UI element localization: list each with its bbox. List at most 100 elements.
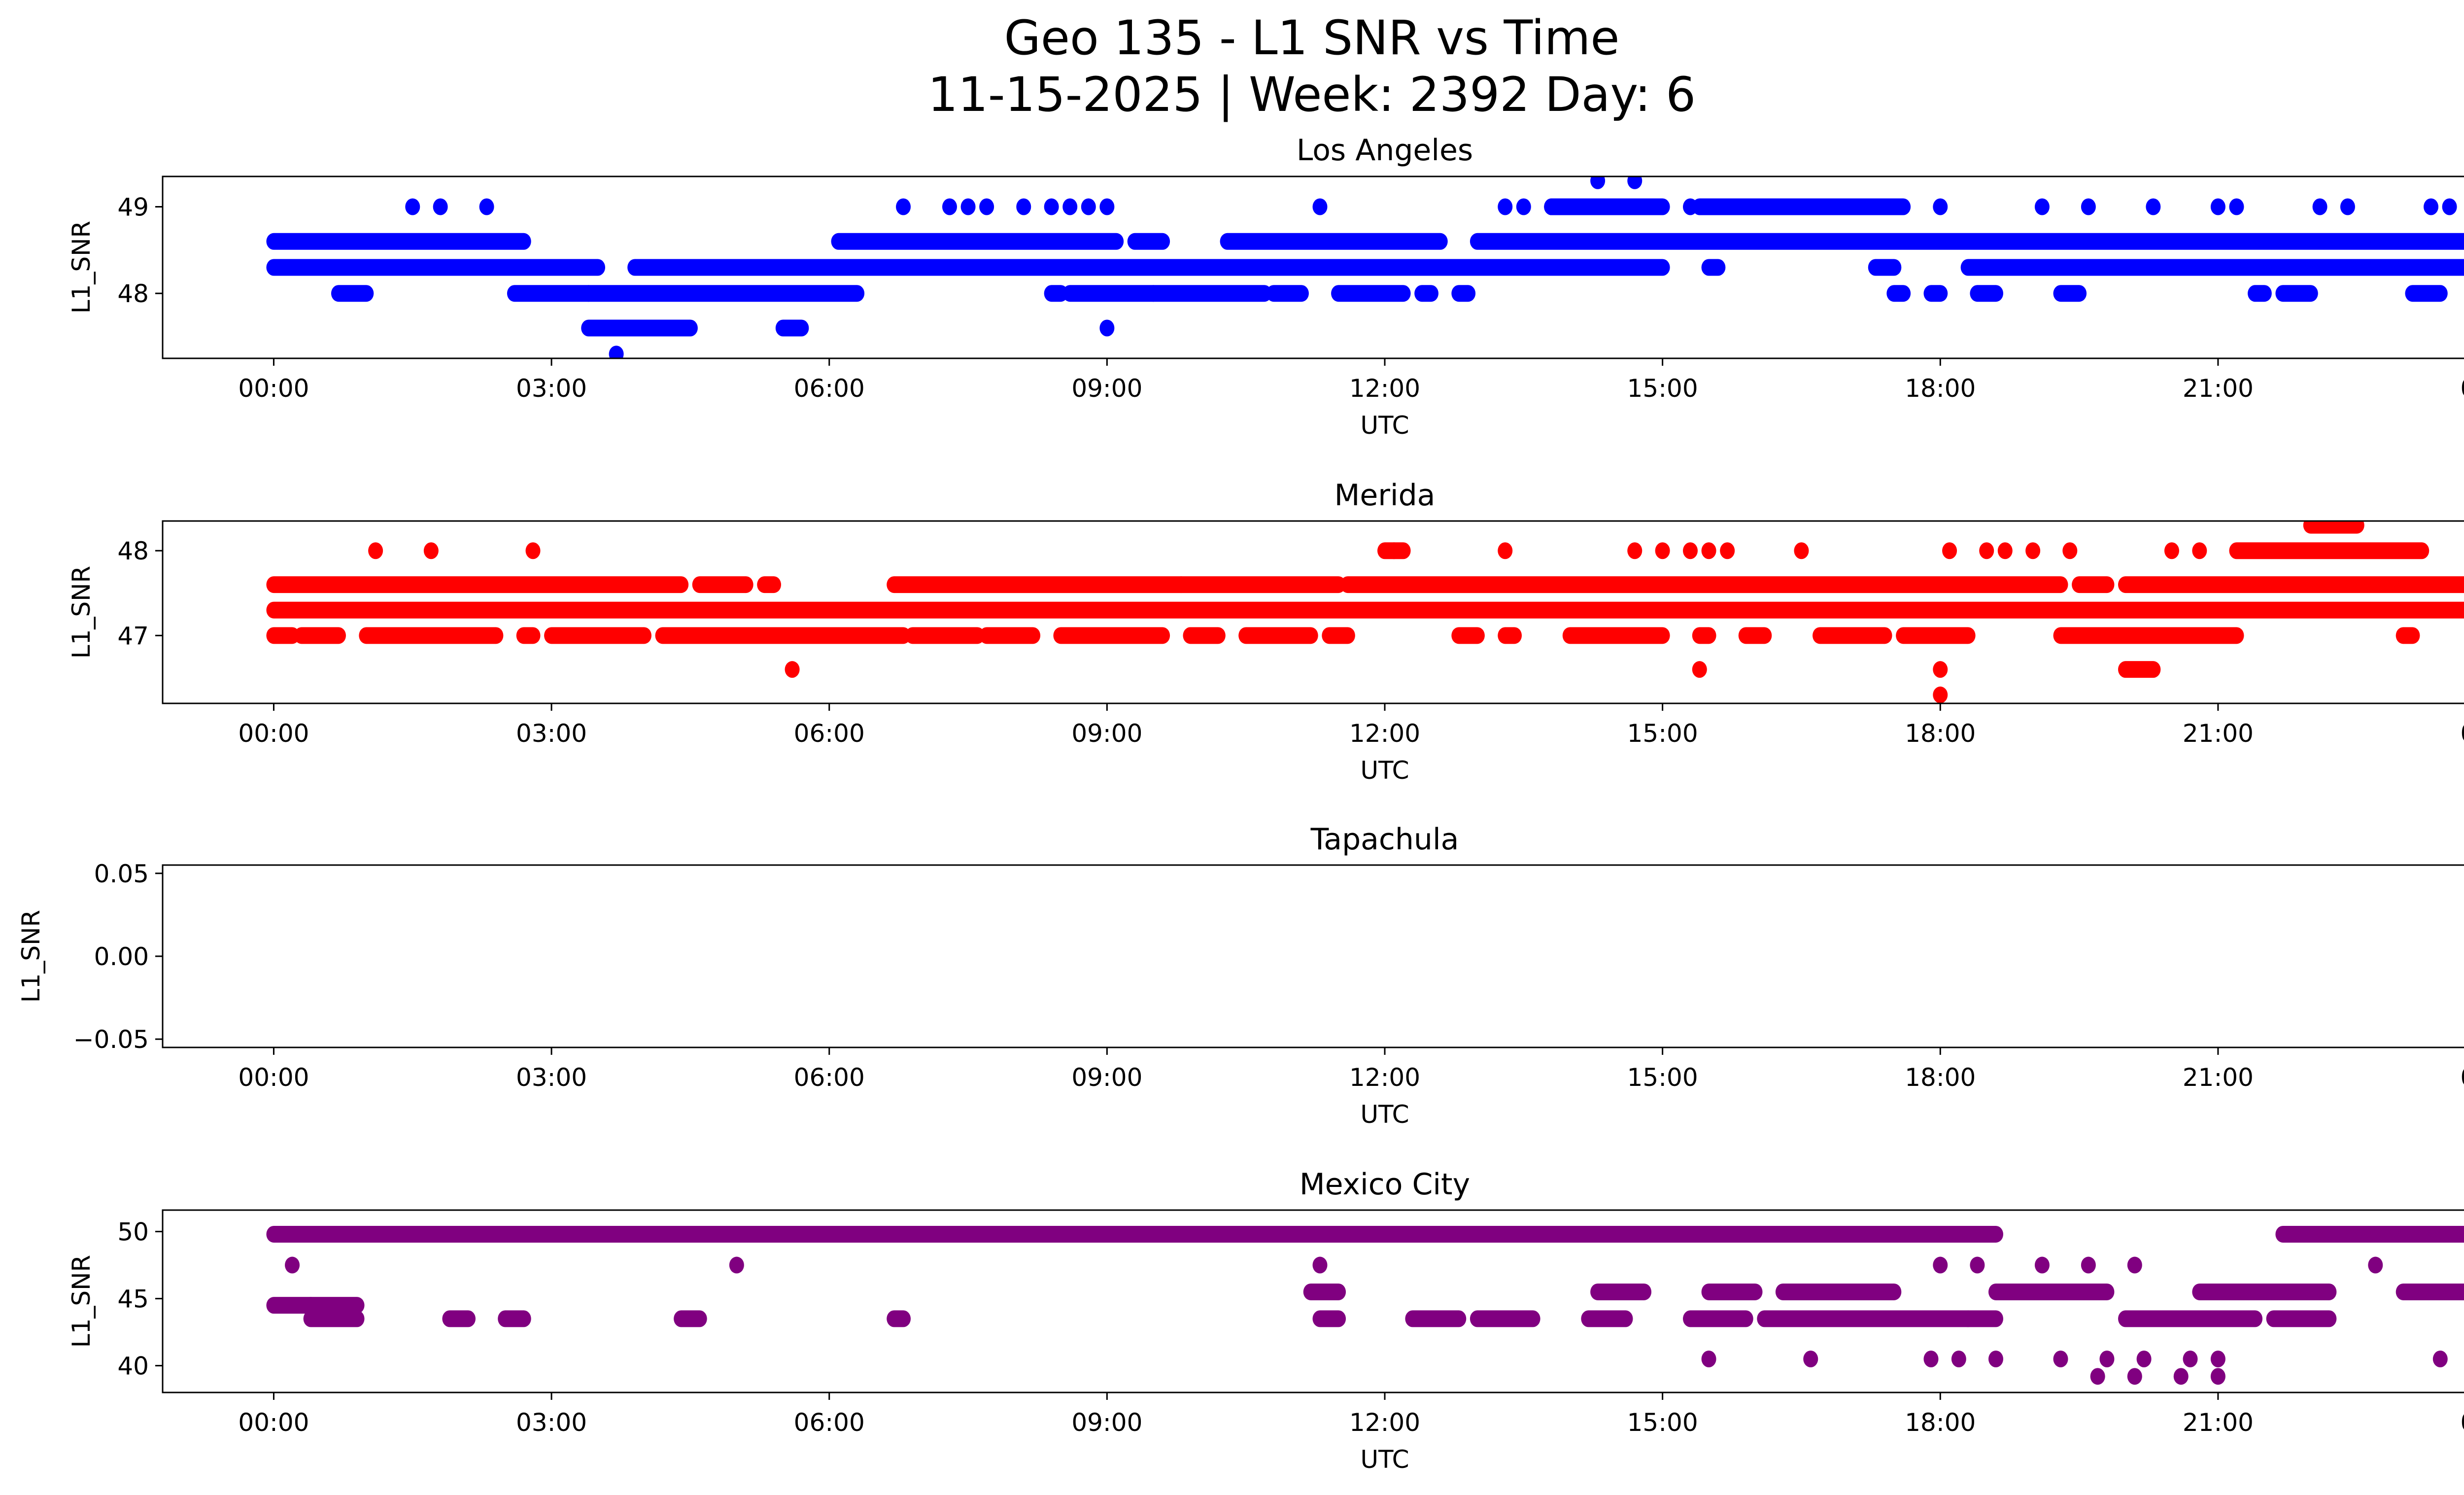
- scatter-point-band_49.0: [2034, 198, 2050, 215]
- scatter-segment-band_48.6: [266, 233, 531, 250]
- scatter-markers: [266, 1225, 2464, 1385]
- scatter-segment-low_cluster_2: [2118, 1310, 2263, 1327]
- scatter-segment-band_48.0: [2053, 285, 2087, 302]
- y-tick-label: 0.00: [94, 942, 149, 971]
- scatter-segment-band_47.0: [1322, 627, 1355, 644]
- scatter-point-band_48.0: [1720, 542, 1735, 559]
- scatter-segment-band_47.6: [581, 319, 698, 337]
- y-axis-label: L1_SNR: [17, 910, 45, 1003]
- y-tick-label: 50: [117, 1218, 149, 1247]
- scatter-point-band_46.3: [1933, 686, 1948, 703]
- scatter-point-band_49.0: [1711, 198, 1726, 215]
- x-tick-label: 00:00: [238, 1408, 309, 1437]
- scatter-point-band_46.6: [1933, 661, 1948, 678]
- scatter-segment-band_47.6: [2118, 576, 2464, 593]
- scatter-point-band_48.0: [1942, 542, 1957, 559]
- x-tick-label: 21:00: [2183, 1063, 2254, 1092]
- scatter-point-band_49.0: [1081, 198, 1096, 215]
- scatter-point-deep_scatter: [2173, 1368, 2189, 1385]
- scatter-segment-band_48.0: [331, 285, 374, 302]
- subplot-merida: Merida UTC L1_SNR 00:00 03:00 06:00 09:00 12…: [67, 478, 2464, 785]
- scatter-segment-low_cluster_2: [1470, 1310, 1540, 1327]
- scatter-point-band_48.0: [2025, 542, 2041, 559]
- scatter-segment-band_48.3: [1701, 259, 1726, 276]
- scatter-segment-band_47.6: [887, 576, 1189, 593]
- y-tick-label: 47: [117, 622, 149, 650]
- scatter-point-lower_scatter: [2432, 1350, 2448, 1367]
- x-tick-label: 03:00: [516, 1063, 587, 1092]
- scatter-point-lower_scatter: [1923, 1350, 1939, 1367]
- scatter-point-upper_scatter: [1970, 1256, 1985, 1274]
- scatter-segment-mid_cluster: [1988, 1283, 2115, 1300]
- y-axis-label: L1_SNR: [67, 1255, 96, 1348]
- scatter-point-band_49.0: [1044, 198, 1059, 215]
- scatter-point-upper_scatter: [729, 1256, 744, 1274]
- x-tick-label: 18:00: [1905, 1063, 1976, 1092]
- x-tick-label: 18:00: [1905, 719, 1976, 748]
- scatter-segment-band_47.0: [1738, 627, 1772, 644]
- scatter-point-band_49.0: [2312, 198, 2327, 215]
- x-tick-label: 06:00: [794, 374, 865, 403]
- scatter-point-band_48.0: [2164, 542, 2179, 559]
- scatter-segment-band_47.0: [516, 627, 541, 644]
- figure-title-line2: 11-15-2025 | Week: 2392 Day: 6: [928, 67, 1696, 123]
- scatter-segment-band_47.6: [775, 319, 809, 337]
- x-axis-label: UTC: [1360, 411, 1409, 440]
- scatter-point-band_49.0: [1933, 198, 1948, 215]
- scatter-point-band_49.0: [2081, 198, 2096, 215]
- subplot-los-angeles: Los Angeles UTC L1_SNR 00:00 03:00 06:00 09…: [67, 133, 2464, 440]
- x-tick-label: 03:00: [516, 374, 587, 403]
- scatter-point-lower_scatter: [2210, 1350, 2225, 1367]
- scatter-segment-band_47.0: [655, 627, 911, 644]
- scatter-point-band_49.0: [2424, 198, 2439, 215]
- scatter-segment-band_47.0: [2053, 627, 2244, 644]
- x-tick-label: 00:00: [238, 374, 309, 403]
- scatter-segment-band_48.3: [266, 259, 606, 276]
- subplot-title: Los Angeles: [1297, 133, 1473, 168]
- y-tick-label: 48: [117, 537, 149, 565]
- scatter-point-band_49.0: [2229, 198, 2244, 215]
- scatter-segment-band_48.0: [1886, 285, 1911, 302]
- scatter-segment-band_47.6: [692, 576, 753, 593]
- scatter-point-band_49.0: [2442, 198, 2457, 215]
- y-tick-label: 48: [117, 279, 149, 308]
- scatter-point-upper_scatter: [1312, 1256, 1328, 1274]
- scatter-segment-low_cluster_2: [1405, 1310, 1467, 1327]
- scatter-segment-band_48.3: [627, 259, 837, 276]
- scatter-point-band_49.3: [1590, 176, 1606, 189]
- scatter-point-band_48.0: [1979, 542, 1994, 559]
- scatter-segment-mid_cluster: [1701, 1283, 1763, 1300]
- scatter-segment-low_cluster_2: [674, 1310, 707, 1327]
- scatter-point-upper_scatter: [1933, 1256, 1948, 1274]
- scatter-point-band_48.0: [1701, 542, 1716, 559]
- scatter-segment-band_47.0: [266, 627, 300, 644]
- scatter-point-band_48.0: [1627, 542, 1643, 559]
- scatter-point-band_48.0: [2062, 542, 2078, 559]
- scatter-segment-band_48.6: [831, 233, 1124, 250]
- subplot-mexico-city: Mexico City UTC L1_SNR 00:00 03:00 06:00 09…: [67, 1167, 2464, 1474]
- scatter-segment-low_cluster_2: [442, 1310, 476, 1327]
- scatter-point-band_49.0: [2146, 198, 2161, 215]
- scatter-segment-band_48.0: [2248, 285, 2272, 302]
- scatter-segment-band_47.6: [1173, 576, 1346, 593]
- x-tick-label: 21:00: [2183, 719, 2254, 748]
- x-tick-label: 00:00: [238, 719, 309, 748]
- scatter-segment-band_48.3: [1544, 259, 1670, 276]
- scatter-segment-band_48.0: [1062, 285, 1161, 302]
- x-tick-label: 21:00: [2183, 1408, 2254, 1437]
- scatter-point-band_48.0: [1794, 542, 1809, 559]
- scatter-point-band_48.0: [1498, 542, 1513, 559]
- x-tick-label: 06:00: [794, 1063, 865, 1092]
- x-tick-label: 00:00: [238, 1063, 309, 1092]
- scatter-point-deep_scatter: [2210, 1368, 2225, 1385]
- x-tick-label: 09:00: [1071, 1408, 1142, 1437]
- x-axis-label: UTC: [1360, 756, 1409, 785]
- scatter-segment-band_48.0: [1266, 285, 1309, 302]
- scatter-segment-mid_cluster: [1303, 1283, 1346, 1300]
- scatter-segment-band_47.0: [1238, 627, 1318, 644]
- scatter-point-band_48.0: [1386, 542, 1402, 559]
- x-tick-label: 18:00: [1905, 1408, 1976, 1437]
- scatter-segment-band_47.0: [294, 627, 346, 644]
- scatter-point-lower_scatter: [2183, 1350, 2198, 1367]
- scatter-point-band_49.0: [942, 198, 957, 215]
